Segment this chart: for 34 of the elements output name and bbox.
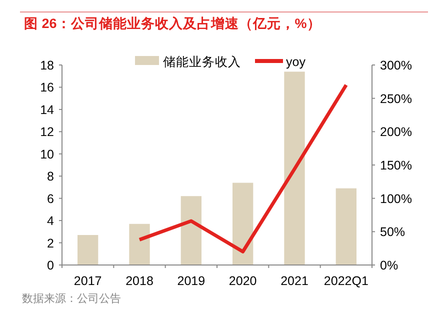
x-tick-label: 2021	[280, 274, 308, 288]
x-tick-label: 2017	[74, 274, 102, 288]
x-tick-label: 2019	[177, 274, 206, 288]
y2-tick-label: 50%	[380, 225, 406, 240]
y2-tick-label: 0%	[380, 258, 398, 272]
legend-label: yoy	[286, 55, 306, 69]
bar	[129, 224, 150, 265]
y-tick-label: 8	[47, 170, 54, 184]
x-tick-label: 2018	[126, 274, 154, 288]
y-tick-label: 0	[47, 258, 54, 272]
y-tick-label: 10	[40, 147, 54, 162]
bar	[284, 72, 305, 265]
bar	[78, 235, 98, 265]
y-tick-label: 16	[40, 80, 54, 95]
y-tick-label: 14	[40, 102, 54, 117]
y2-tick-label: 200%	[380, 125, 412, 140]
y-tick-label: 12	[40, 125, 54, 140]
y-tick-label: 2	[47, 236, 54, 250]
y-tick-label: 6	[47, 192, 54, 206]
y-tick-label: 4	[47, 214, 54, 228]
x-tick-label: 2020	[228, 274, 257, 288]
y2-tick-label: 250%	[380, 92, 412, 106]
bar	[336, 188, 356, 265]
y-tick-label: 18	[40, 58, 54, 72]
bar	[180, 196, 202, 265]
y2-tick-label: 150%	[380, 158, 412, 172]
bar	[232, 182, 254, 265]
x-tick-label: 2022Q1	[324, 274, 368, 288]
y2-tick-label: 100%	[380, 192, 412, 206]
source-note: 数据来源：公司公告	[22, 292, 121, 305]
line-series	[138, 83, 348, 254]
legend-label: 储能业务收入	[163, 55, 241, 69]
chart-title: 图 26：公司储能业务收入及占增速（亿元，%）	[24, 16, 321, 31]
y2-tick-label: 300%	[380, 58, 412, 72]
